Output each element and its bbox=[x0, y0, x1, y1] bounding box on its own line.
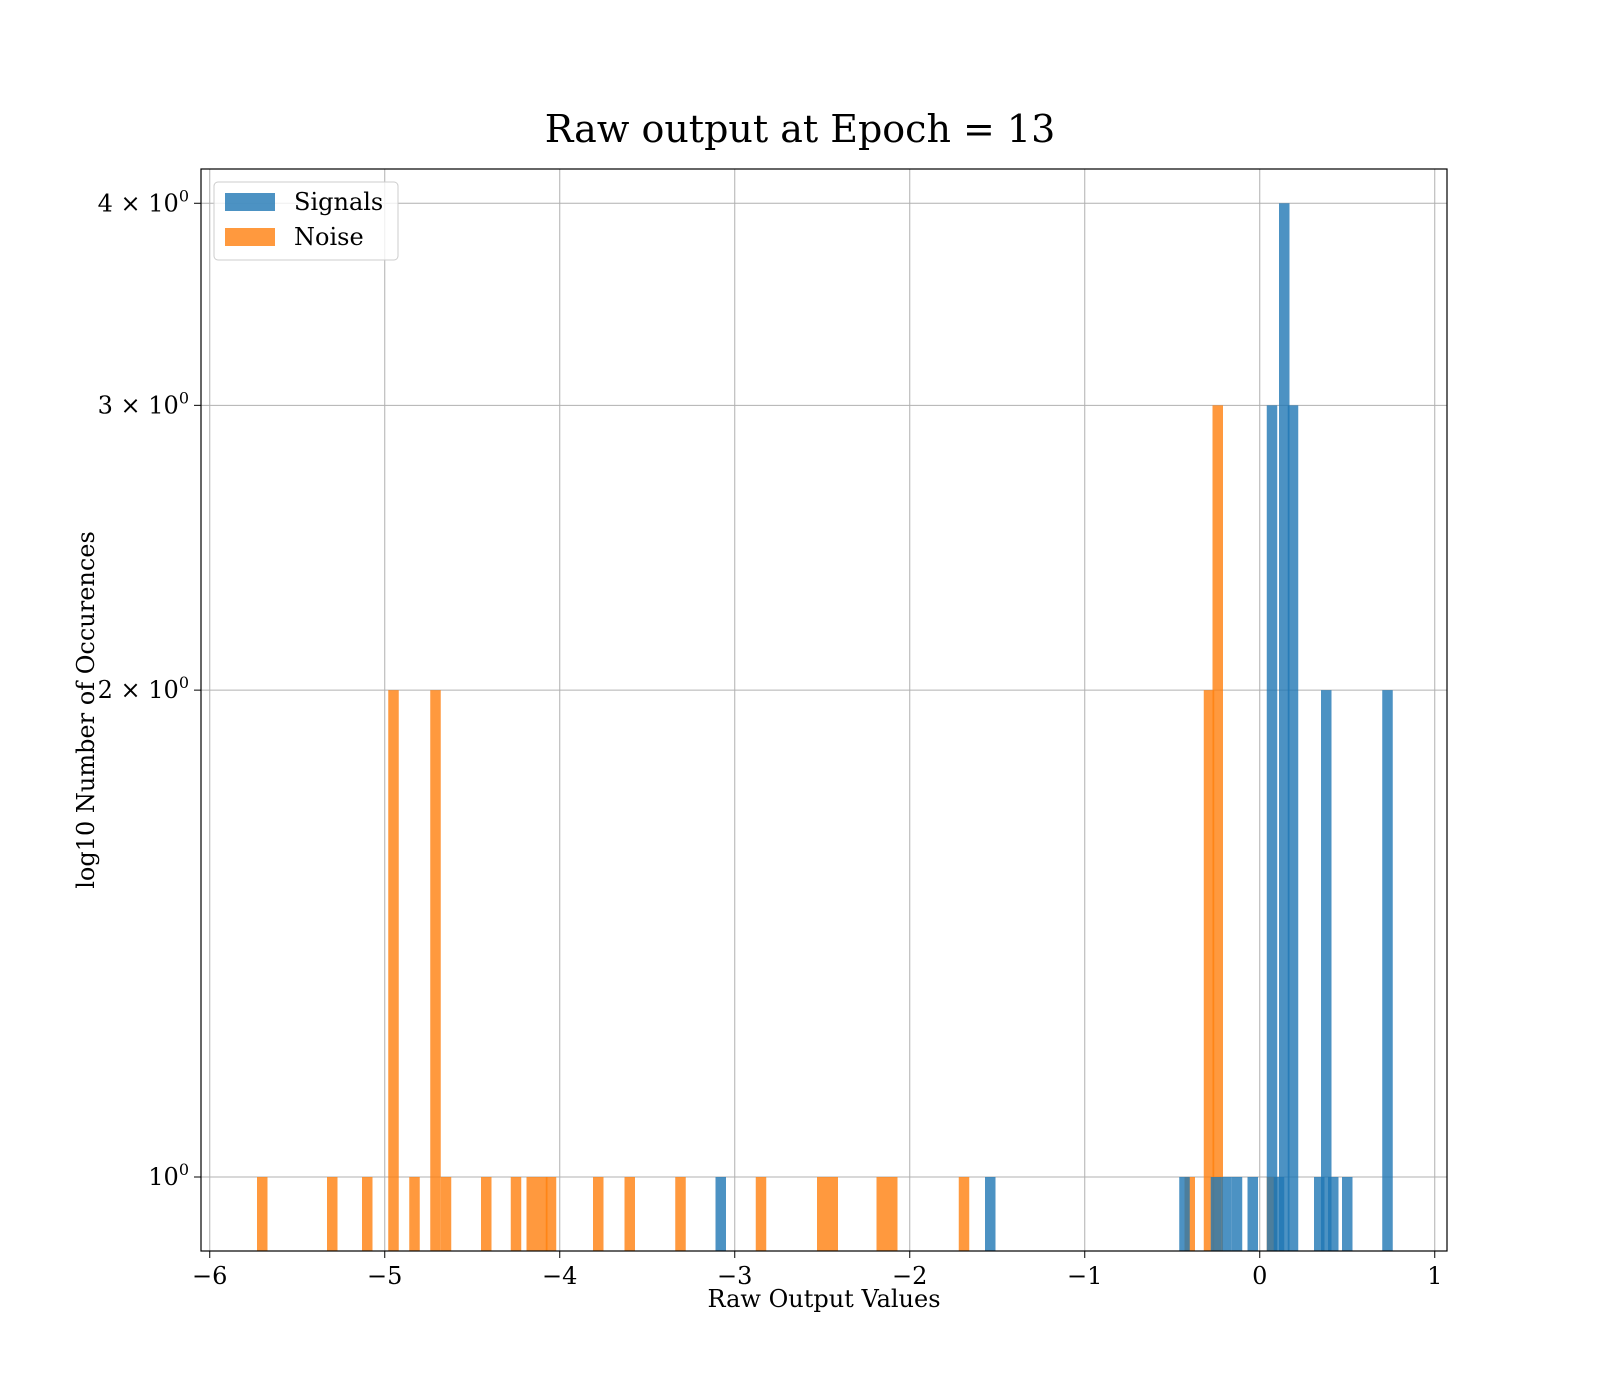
bar-noise bbox=[817, 1176, 828, 1251]
plot-frame bbox=[200, 168, 1448, 1252]
x-tick-label: −1 bbox=[1067, 1262, 1102, 1290]
bar-signals bbox=[1221, 1176, 1232, 1251]
legend-label-noise: Noise bbox=[294, 223, 364, 251]
bar-noise bbox=[1203, 690, 1215, 1251]
x-axis-label: Raw Output Values bbox=[707, 1285, 940, 1313]
bar-noise bbox=[958, 1176, 970, 1251]
x-tick-label: −2 bbox=[892, 1262, 927, 1290]
bar-signals bbox=[1231, 1176, 1243, 1251]
bar-signals bbox=[1328, 1176, 1339, 1251]
y-tick-label: 100 bbox=[148, 1160, 189, 1191]
bar-noise bbox=[827, 1176, 838, 1251]
bar-signals bbox=[1179, 1176, 1190, 1251]
x-tick-label: −4 bbox=[542, 1262, 577, 1290]
bar-noise bbox=[409, 1176, 420, 1251]
legend-swatch-noise bbox=[225, 228, 275, 246]
bar-noise bbox=[593, 1176, 604, 1251]
y-tick-label: 4 × 100 bbox=[98, 186, 189, 217]
bar-noise bbox=[327, 1176, 338, 1251]
bar-noise bbox=[755, 1176, 767, 1251]
grid-lines bbox=[201, 169, 1447, 1251]
y-tick-label: 2 × 100 bbox=[98, 673, 189, 704]
bar-noise bbox=[481, 1176, 492, 1251]
bar-signals bbox=[1321, 690, 1332, 1251]
bar-noise bbox=[440, 1176, 452, 1251]
bar-signals bbox=[1266, 405, 1278, 1252]
bar-noise bbox=[526, 1176, 537, 1251]
bar-signals bbox=[1314, 1176, 1325, 1251]
bar-signals bbox=[1279, 203, 1290, 1252]
x-tick-label: −5 bbox=[367, 1262, 402, 1290]
bar-noise bbox=[257, 1176, 268, 1251]
x-tick-label: −6 bbox=[192, 1262, 227, 1290]
bars-signals bbox=[715, 203, 1393, 1252]
bar-noise bbox=[624, 1176, 635, 1251]
x-tick-label: 1 bbox=[1427, 1262, 1442, 1290]
bar-noise bbox=[887, 1176, 898, 1251]
bar-noise bbox=[388, 690, 399, 1251]
bar-noise bbox=[545, 1176, 557, 1251]
bar-noise bbox=[675, 1176, 686, 1251]
bar-signals bbox=[1382, 690, 1393, 1251]
y-axis: 100 2 × 100 3 × 100 4 × 100 bbox=[98, 186, 201, 1191]
x-tick-label: −3 bbox=[717, 1262, 752, 1290]
bar-noise bbox=[876, 1176, 887, 1251]
x-tick-label: 0 bbox=[1252, 1262, 1267, 1290]
bar-signals bbox=[1287, 405, 1299, 1252]
bar-signals bbox=[1342, 1176, 1353, 1251]
y-tick-label: 3 × 100 bbox=[98, 388, 189, 419]
bar-noise bbox=[510, 1176, 522, 1251]
bar-signals bbox=[1247, 1176, 1258, 1251]
y-axis-label: log10 Number of Occurences bbox=[72, 531, 100, 889]
bars-noise bbox=[257, 405, 1278, 1252]
bar-signals bbox=[1210, 1176, 1222, 1251]
x-axis: −6 −5 −4 −3 −2 −1 0 1 bbox=[192, 1251, 1442, 1290]
legend: Signals Noise bbox=[213, 181, 399, 261]
legend-label-signals: Signals bbox=[294, 188, 383, 216]
bar-noise bbox=[1212, 405, 1223, 1252]
bar-noise bbox=[430, 690, 441, 1251]
bar-noise bbox=[537, 1176, 548, 1251]
legend-swatch-signals bbox=[225, 193, 275, 211]
bar-signals bbox=[985, 1176, 996, 1251]
bar-noise bbox=[362, 1176, 373, 1251]
bar-signals bbox=[715, 1176, 726, 1251]
chart-title: Raw output at Epoch = 13 bbox=[545, 107, 1056, 151]
